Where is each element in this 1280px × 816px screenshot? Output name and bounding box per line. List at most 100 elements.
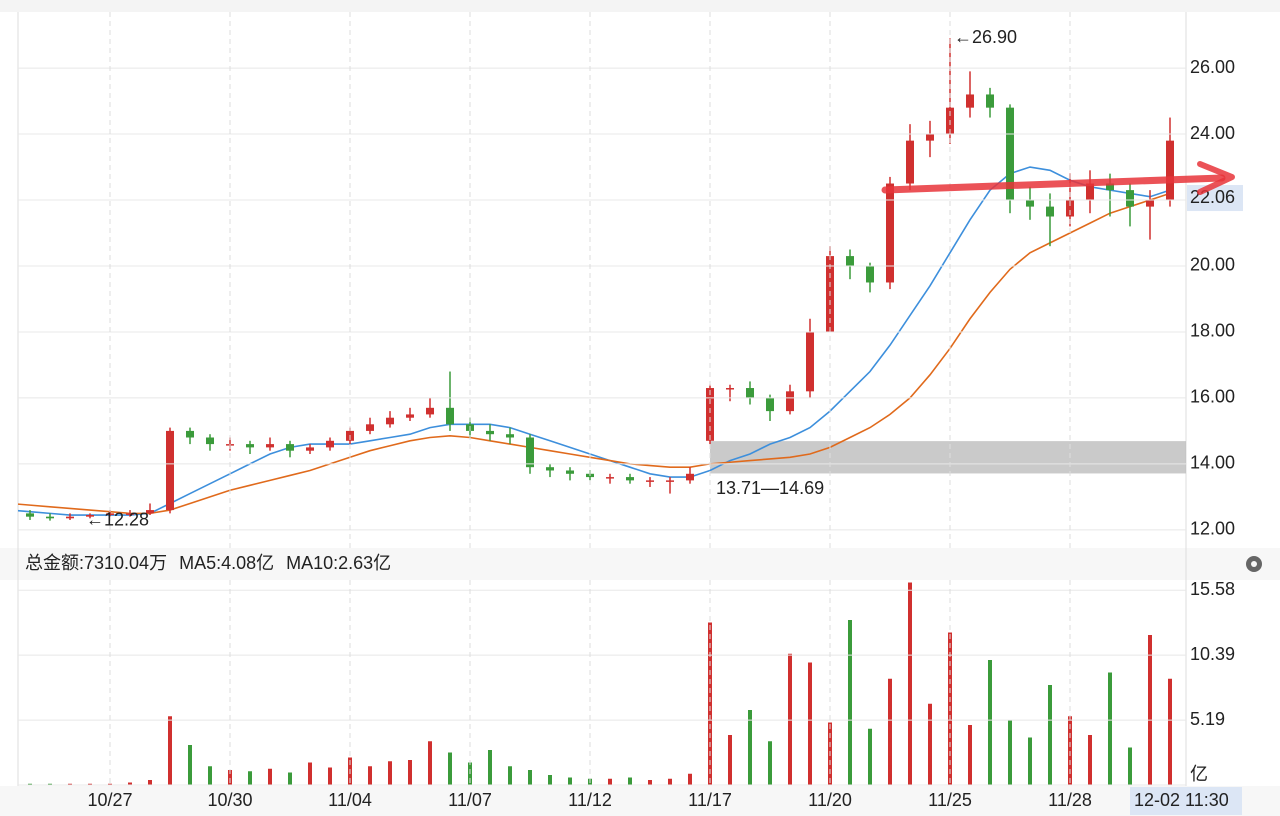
- candle-body: [66, 516, 74, 519]
- volume-bar: [268, 768, 272, 785]
- volume-bar: [508, 766, 512, 785]
- candle-body: [1046, 206, 1054, 217]
- volume-bar: [288, 772, 292, 785]
- volume-bar: [848, 620, 852, 785]
- candle-body: [986, 94, 994, 108]
- volume-bar: [428, 741, 432, 785]
- x-tick-label: 12-02 11:30: [1134, 790, 1229, 810]
- y-tick-label: 20.00: [1190, 255, 1235, 275]
- volume-bar: [68, 783, 72, 785]
- volume-bar: [988, 660, 992, 785]
- candle-body: [766, 397, 774, 412]
- candle-body: [266, 444, 274, 448]
- volume-bar: [1148, 635, 1152, 785]
- candle-body: [46, 516, 54, 519]
- volume-bar: [8, 784, 12, 785]
- y-tick-label: 14.00: [1190, 453, 1235, 473]
- candle-body: [606, 477, 614, 479]
- volume-bar: [1088, 735, 1092, 785]
- candle-body: [886, 183, 894, 283]
- volume-bar: [888, 678, 892, 785]
- candle-body: [526, 437, 534, 468]
- candle-body: [126, 513, 134, 515]
- candle-body: [1006, 107, 1014, 201]
- candle-body: [186, 430, 194, 438]
- candle-body: [546, 467, 554, 471]
- candle-body: [26, 513, 34, 517]
- candle-body: [906, 140, 914, 184]
- volume-bar: [48, 783, 52, 785]
- volume-bar: [688, 773, 692, 785]
- volume-bar: [648, 780, 652, 785]
- candle-body: [426, 407, 434, 415]
- candle-body: [166, 430, 174, 511]
- candle-body: [1066, 200, 1074, 217]
- candle-body: [1126, 190, 1134, 207]
- candle-body: [686, 473, 694, 481]
- candle-body: [926, 134, 934, 141]
- volume-bar: [88, 783, 92, 785]
- volume-bar: [1028, 737, 1032, 785]
- y-tick-label: 26.00: [1190, 57, 1235, 77]
- volume-bar: [388, 761, 392, 785]
- volume-bar: [1008, 720, 1012, 785]
- volume-bar: [168, 716, 172, 785]
- volume-bar: [308, 762, 312, 785]
- volume-bar: [708, 622, 712, 785]
- volume-bar: [148, 780, 152, 785]
- top-strip: [0, 0, 1280, 12]
- candle-body: [626, 477, 634, 481]
- candle-body: [86, 515, 94, 517]
- x-tick-label: 11/20: [808, 790, 852, 810]
- candle-body: [406, 414, 414, 418]
- volume-legend: MA5:4.08亿: [179, 553, 274, 573]
- volume-bar: [1128, 747, 1132, 785]
- candle-body: [666, 480, 674, 482]
- candle-body: [1146, 200, 1154, 207]
- candle-body: [106, 513, 114, 516]
- candle-body: [386, 417, 394, 425]
- volume-bar: [408, 760, 412, 785]
- volume-bar: [328, 767, 332, 785]
- volume-legend: 总金额:7310.04万: [25, 553, 167, 573]
- y-tick-label: 16.00: [1190, 387, 1235, 407]
- volume-bar: [1048, 685, 1052, 785]
- volume-bar: [1168, 678, 1172, 785]
- volume-y-tick-label: 15.58: [1190, 579, 1235, 599]
- volume-bar: [28, 783, 32, 785]
- candle-body: [146, 510, 154, 514]
- volume-bar: [628, 777, 632, 785]
- current-time-highlight: [1130, 787, 1242, 815]
- x-axis-strip: [0, 786, 1280, 816]
- x-tick-label: 11/25: [928, 790, 972, 810]
- volume-bar: [908, 582, 912, 785]
- candle-body: [486, 430, 494, 435]
- volume-bar: [108, 783, 112, 785]
- x-tick-label: 11/17: [688, 790, 732, 810]
- candle-body: [746, 388, 754, 398]
- candle-body: [506, 434, 514, 438]
- volume-legend: MA10:2.63亿: [286, 553, 391, 573]
- x-tick-label: 10/27: [87, 790, 132, 810]
- last-price-label: 22.06: [1190, 187, 1235, 207]
- settings-icon[interactable]: [1246, 556, 1262, 572]
- hand-drawn-arrow-head: [1197, 161, 1235, 195]
- volume-bar: [128, 782, 132, 785]
- candle-body: [806, 331, 814, 392]
- candle-body: [286, 444, 294, 451]
- candle-body: [1106, 183, 1114, 191]
- volume-bar: [728, 735, 732, 785]
- volume-bar: [368, 766, 372, 785]
- last-price-bg: [1187, 185, 1243, 212]
- candle-body: [1086, 183, 1094, 201]
- y-tick-label: 12.00: [1190, 519, 1235, 539]
- x-tick-label: 11/04: [328, 790, 372, 810]
- candle-body: [566, 470, 574, 474]
- volume-bar: [208, 766, 212, 785]
- volume-bar: [488, 750, 492, 785]
- low-annotation: ←12.28: [86, 509, 149, 529]
- volume-y-tick-label: 5.19: [1190, 709, 1225, 729]
- volume-bar: [808, 662, 812, 785]
- candle-body: [326, 440, 334, 448]
